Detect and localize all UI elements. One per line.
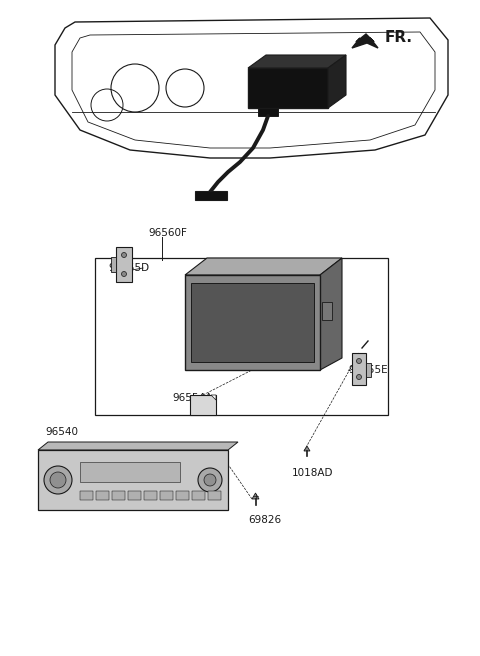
Bar [38,450,228,510]
Circle shape [121,272,127,276]
Bar [80,462,180,482]
Circle shape [204,474,216,486]
Polygon shape [328,55,346,108]
Text: 96554A: 96554A [172,393,212,403]
Text: 96155D: 96155D [108,263,149,273]
Bar [160,491,173,500]
Text: 96560F: 96560F [148,228,187,238]
Circle shape [121,253,127,258]
Text: 96155E: 96155E [348,365,388,375]
Polygon shape [252,493,259,499]
Polygon shape [38,442,238,450]
Bar [96,491,109,500]
Polygon shape [185,258,342,275]
Polygon shape [304,446,310,451]
Text: 69826: 69826 [248,515,281,525]
Bar [111,257,116,272]
Polygon shape [248,55,346,68]
Polygon shape [320,258,342,370]
Text: FR.: FR. [385,30,413,45]
Polygon shape [352,34,378,48]
Circle shape [198,468,222,492]
Bar [191,283,314,362]
Bar [176,491,189,500]
Bar [80,491,93,500]
Circle shape [44,466,72,494]
Bar [192,491,205,500]
Bar [185,275,320,370]
Bar [116,247,132,282]
Circle shape [357,375,361,380]
Bar [258,108,278,116]
Bar [144,491,157,500]
Circle shape [357,358,361,363]
Bar [128,491,141,500]
FancyBboxPatch shape [190,395,216,415]
Bar [322,302,332,320]
Bar [208,491,221,500]
Text: 1018AD: 1018AD [292,468,334,478]
Bar [352,353,366,385]
Bar [248,68,328,108]
Bar [366,363,371,377]
Circle shape [50,472,66,488]
Bar [195,191,227,200]
Bar [112,491,125,500]
Polygon shape [211,395,216,400]
Text: 96540: 96540 [45,427,78,437]
Bar [95,258,388,415]
